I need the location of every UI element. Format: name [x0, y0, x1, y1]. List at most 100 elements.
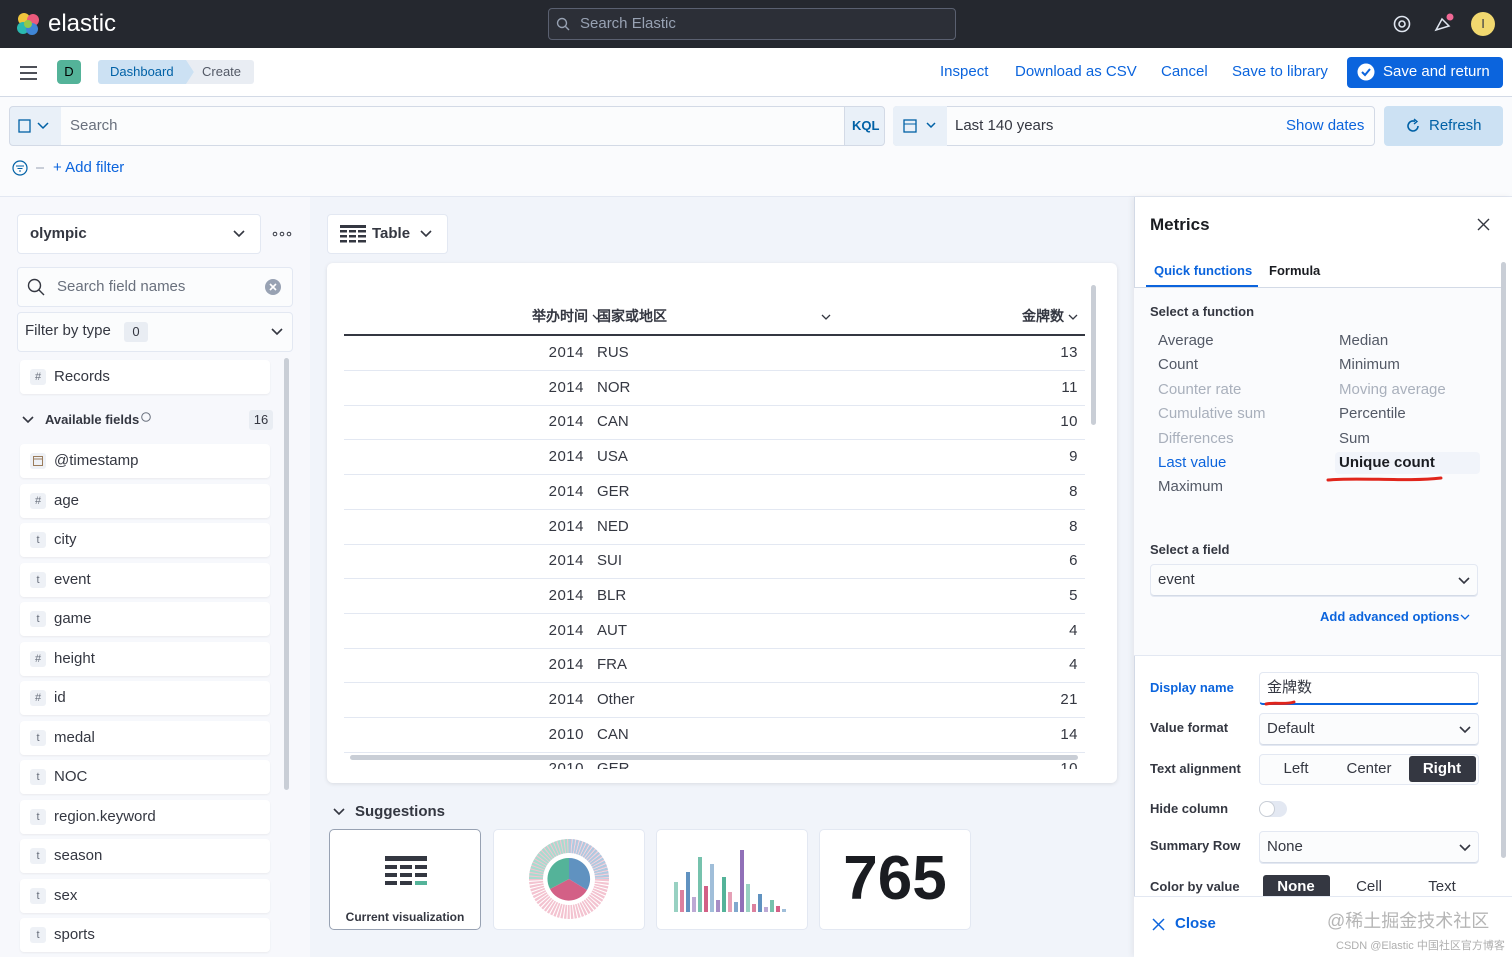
function-option[interactable]: Minimum	[1339, 356, 1400, 374]
field-type-icon-bg	[30, 650, 46, 667]
segment-option[interactable]: Text	[1428, 878, 1456, 895]
toolbar-link[interactable]: Save to library	[1232, 63, 1328, 80]
suggestion-card[interactable]	[656, 829, 808, 930]
filter-icon	[12, 160, 44, 176]
field-name: height	[54, 649, 95, 667]
segment-option[interactable]: Cell	[1356, 878, 1382, 895]
field-select[interactable]	[1150, 564, 1478, 597]
field-type-icon-bg	[30, 690, 46, 706]
saved-query-icon	[18, 119, 49, 133]
field-item[interactable]	[20, 602, 270, 636]
field-name: game	[54, 610, 92, 627]
tab[interactable]: Formula	[1269, 263, 1321, 278]
segment-option[interactable]: Center	[1346, 760, 1392, 777]
field-item[interactable]	[20, 483, 270, 518]
row-rule	[344, 647, 1085, 649]
cell-year: 2010	[548, 725, 584, 743]
field-item[interactable]	[20, 878, 270, 913]
calendar-icon	[903, 119, 936, 133]
field-type-icon-bg	[30, 769, 46, 785]
cell-country: AUT	[597, 621, 627, 639]
cell-medals: 10	[1060, 413, 1078, 431]
form-label: Text alignment	[1150, 761, 1241, 776]
cell-year: 2014	[548, 691, 584, 708]
segment-option[interactable]: Left	[1283, 760, 1309, 777]
suggestion-card[interactable]	[329, 829, 481, 930]
panel-scrollbar	[1501, 262, 1506, 858]
function-option[interactable]: Count	[1158, 356, 1199, 374]
cell-medals: 4	[1069, 621, 1078, 639]
query-input[interactable]	[61, 106, 845, 146]
tab-active[interactable]: Quick functions	[1154, 263, 1253, 278]
cell-year: 2014	[548, 413, 584, 431]
date-picker[interactable]	[893, 106, 1375, 146]
toolbar-link[interactable]: Cancel	[1161, 63, 1208, 80]
sort-chevron	[821, 314, 831, 320]
date-icon	[33, 456, 43, 466]
function-option[interactable]: Median	[1339, 332, 1389, 349]
save-return-label: Save and return	[1383, 63, 1490, 80]
row-rule	[344, 474, 1085, 476]
cell-country: GER	[597, 482, 630, 500]
field-type-icon-bg	[30, 808, 46, 825]
function-option: Cumulative sum	[1158, 405, 1266, 423]
available-fields-label: Available fields	[45, 412, 140, 427]
field-item[interactable]	[20, 720, 270, 755]
cell-country: SUI	[597, 552, 623, 570]
function-option[interactable]: Last value	[1158, 454, 1227, 471]
field-item[interactable]	[20, 799, 270, 834]
segment-option[interactable]: None	[1277, 878, 1315, 895]
show-dates[interactable]: Show dates	[1286, 117, 1365, 134]
saved-query-button[interactable]	[9, 106, 62, 146]
function-option[interactable]: Sum	[1339, 429, 1370, 447]
field-item[interactable]	[20, 523, 270, 557]
cell-country: CAN	[597, 725, 629, 743]
cell-country: RUS	[597, 344, 629, 361]
function-option[interactable]: Average	[1158, 332, 1214, 349]
avatar[interactable]	[1471, 12, 1495, 36]
chevron-icon	[233, 230, 245, 238]
row-rule	[344, 578, 1085, 580]
field-item[interactable]	[20, 918, 270, 952]
field-item[interactable]	[20, 760, 270, 794]
advanced-options[interactable]: Add advanced options	[1320, 609, 1460, 624]
field-item[interactable]	[20, 681, 270, 715]
close-button[interactable]: Close	[1175, 915, 1216, 932]
date-range: Last 140 years	[955, 117, 1054, 134]
row-rule	[344, 370, 1085, 371]
function-option[interactable]: Percentile	[1339, 405, 1406, 423]
filter-type-button[interactable]	[17, 312, 293, 352]
cell-medals: 4	[1069, 656, 1078, 674]
field-item[interactable]	[20, 360, 270, 394]
app-badge	[57, 60, 81, 84]
available-count: 16	[253, 412, 269, 427]
row-rule	[344, 682, 1085, 684]
toolbar-link[interactable]: Inspect	[940, 63, 989, 80]
field-type-icon-bg	[30, 887, 46, 904]
breadcrumb[interactable]: Dashboard	[110, 64, 174, 79]
value-format-select[interactable]	[1259, 713, 1479, 746]
suggestion-card[interactable]	[819, 829, 971, 930]
chevron-icon	[1460, 614, 1470, 620]
field-item[interactable]	[20, 444, 270, 478]
field-name: id	[54, 689, 66, 706]
watermark: CSDN @Elastic 中国社区官方博客	[1336, 940, 1505, 952]
refresh-button[interactable]	[1384, 106, 1503, 146]
function-option[interactable]: Unique count	[1339, 454, 1435, 471]
cell-country: Other	[597, 691, 635, 708]
display-name-input[interactable]	[1259, 672, 1479, 705]
add-filter[interactable]: + Add filter	[53, 159, 125, 176]
function-option[interactable]: Maximum	[1158, 478, 1224, 496]
toolbar-link[interactable]: Download as CSV	[1015, 63, 1137, 80]
field-item[interactable]	[20, 839, 270, 873]
global-search[interactable]	[548, 8, 956, 40]
chevron-icon	[22, 416, 34, 424]
summary-select[interactable]	[1259, 831, 1479, 864]
index-pattern-select[interactable]	[17, 214, 261, 254]
field-search[interactable]	[17, 267, 293, 307]
segment-option[interactable]: Right	[1422, 760, 1462, 777]
field-item[interactable]	[20, 641, 270, 676]
column-header: 国家或地区	[597, 308, 667, 324]
kql-button[interactable]	[844, 106, 885, 146]
field-item[interactable]	[20, 562, 270, 597]
